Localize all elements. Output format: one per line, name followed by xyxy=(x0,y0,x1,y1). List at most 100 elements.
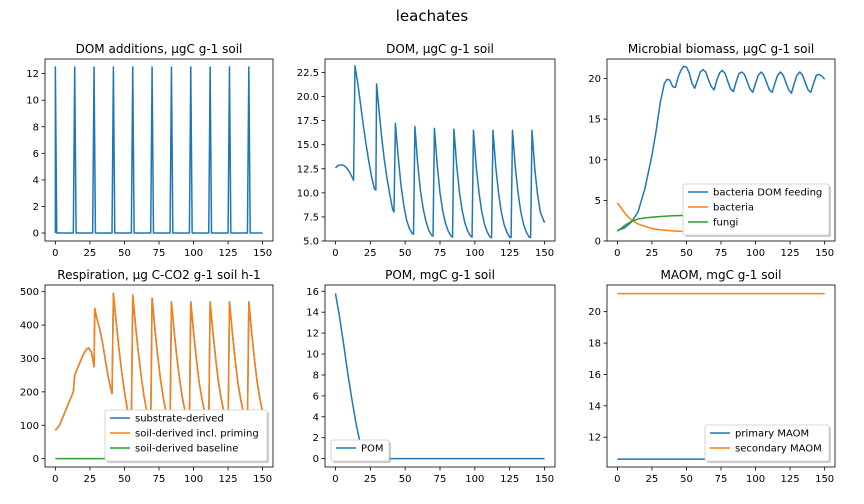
y-tick-label: 10.0 xyxy=(297,188,319,199)
series-line-1 xyxy=(334,64,546,239)
y-tick-label: 18 xyxy=(588,339,601,350)
subplot-title: MAOM, mgC g-1 soil xyxy=(661,268,782,282)
y-tick-label: 12 xyxy=(588,433,601,444)
x-tick-label: 150 xyxy=(815,474,834,485)
x-tick-label: 0 xyxy=(52,474,58,485)
series-line-1 xyxy=(54,66,263,234)
y-tick-label: 17.5 xyxy=(297,116,319,127)
x-tick-label: 75 xyxy=(434,248,447,259)
y-tick-label: 6 xyxy=(33,149,39,160)
subplot-2: DOM, µgC g-1 soil 0 25 50 75 100 125 150 5.0 7.5 1… xyxy=(297,42,556,259)
x-tick-label: 75 xyxy=(715,248,728,259)
y-tick-label: 10 xyxy=(306,350,319,361)
y-tick-label: 14 xyxy=(588,401,601,412)
legend-label: substrate-derived xyxy=(135,414,224,425)
legend: substrate-derived soil-derived incl. prim… xyxy=(104,409,269,463)
y-tick-label: 12.5 xyxy=(297,164,319,175)
x-tick-label: 125 xyxy=(781,474,800,485)
legend-label: bacteria DOM feeding xyxy=(713,188,822,199)
x-tick-label: 100 xyxy=(465,474,484,485)
y-tick-label: 4 xyxy=(313,412,319,423)
x-tick-label: 25 xyxy=(646,248,659,259)
x-tick-label: 25 xyxy=(364,474,377,485)
series-line-soil-derived-incl-priming xyxy=(54,292,264,431)
y-tick-label: 15.0 xyxy=(297,140,319,151)
series-line-bacteria-dom-feeding xyxy=(617,65,826,232)
x-tick-label: 125 xyxy=(500,474,519,485)
x-tick-label: 50 xyxy=(680,474,693,485)
x-tick-label: 100 xyxy=(184,474,203,485)
x-tick-label: 125 xyxy=(219,474,238,485)
x-tick-label: 125 xyxy=(781,248,800,259)
y-tick-label: 0 xyxy=(33,229,39,240)
x-tick-label: 150 xyxy=(253,248,272,259)
x-tick-label: 75 xyxy=(153,248,166,259)
x-tick-label: 125 xyxy=(219,248,238,259)
subplot-6: MAOM, mgC g-1 soil 0 25 50 75 100 125 150 12 14 16… xyxy=(588,268,836,485)
y-tick-label: 8 xyxy=(33,122,39,133)
y-tick-label: 2 xyxy=(33,202,39,213)
x-tick-label: 150 xyxy=(535,248,554,259)
figure-title: leachates xyxy=(395,7,469,25)
y-tick-label: 300 xyxy=(20,354,39,365)
y-tick-label: 15 xyxy=(588,115,601,126)
legend-label: primary MAOM xyxy=(735,429,809,440)
x-tick-label: 75 xyxy=(153,474,166,485)
x-tick-label: 50 xyxy=(399,474,412,485)
y-tick-label: 16 xyxy=(588,370,601,381)
y-tick-label: 10 xyxy=(26,96,39,107)
axes-frame xyxy=(44,58,274,242)
y-tick-label: 400 xyxy=(20,321,39,332)
legend-label: bacteria xyxy=(713,203,754,214)
subplot-title: Respiration, µg C-CO2 g-1 soil h-1 xyxy=(57,268,260,282)
y-tick-label: 5 xyxy=(595,196,601,207)
x-tick-label: 25 xyxy=(646,474,659,485)
y-tick-label: 100 xyxy=(20,421,39,432)
y-tick-label: 5.0 xyxy=(303,237,319,248)
y-tick-label: 7.5 xyxy=(303,212,319,223)
x-tick-label: 25 xyxy=(364,248,377,259)
y-tick-label: 14 xyxy=(306,308,319,319)
legend: POM xyxy=(330,439,391,463)
y-tick-label: 12 xyxy=(306,329,319,340)
subplot-5: POM, mgC g-1 soil 0 25 50 75 100 125 150 0 2 4 6 8 10… xyxy=(306,268,556,485)
y-tick-label: 10 xyxy=(588,155,601,166)
x-tick-label: 50 xyxy=(399,248,412,259)
x-tick-label: 75 xyxy=(715,474,728,485)
subplot-title: POM, mgC g-1 soil xyxy=(385,268,495,282)
x-tick-label: 125 xyxy=(500,248,519,259)
legend-label: soil-derived incl. priming xyxy=(135,429,259,440)
subplot-4: Respiration, µg C-CO2 g-1 soil h-1 0 25 50 7… xyxy=(20,268,274,485)
y-tick-label: 6 xyxy=(313,391,319,402)
y-tick-label: 0 xyxy=(313,454,319,465)
y-tick-label: 8 xyxy=(313,370,319,381)
legend-label: soil-derived baseline xyxy=(135,444,238,455)
legend-box xyxy=(682,183,830,236)
x-tick-label: 25 xyxy=(84,474,97,485)
series-line-pom xyxy=(334,293,545,460)
x-tick-label: 25 xyxy=(84,248,97,259)
y-tick-label: 12 xyxy=(26,69,39,80)
subplot-title: DOM additions, µgC g-1 soil xyxy=(76,42,243,56)
y-tick-label: 20.0 xyxy=(297,92,319,103)
legend: primary MAOM secondary MAOM xyxy=(704,424,831,463)
x-tick-label: 150 xyxy=(815,248,834,259)
x-tick-label: 75 xyxy=(434,474,447,485)
x-tick-label: 0 xyxy=(614,474,620,485)
y-tick-label: 4 xyxy=(33,175,39,186)
legend-label: fungi xyxy=(713,218,738,229)
legend-box xyxy=(104,409,268,462)
x-tick-label: 150 xyxy=(253,474,272,485)
y-tick-label: 500 xyxy=(20,287,39,298)
y-tick-label: 20 xyxy=(588,74,601,85)
y-tick-label: 20 xyxy=(588,307,601,318)
y-tick-label: 0 xyxy=(33,454,39,465)
x-tick-label: 0 xyxy=(52,248,58,259)
legend-box xyxy=(330,439,390,462)
legend-label: POM xyxy=(361,444,384,455)
legend: bacteria DOM feeding bacteria fungi xyxy=(682,183,831,237)
y-tick-label: 22.5 xyxy=(297,68,319,79)
x-tick-label: 100 xyxy=(184,248,203,259)
